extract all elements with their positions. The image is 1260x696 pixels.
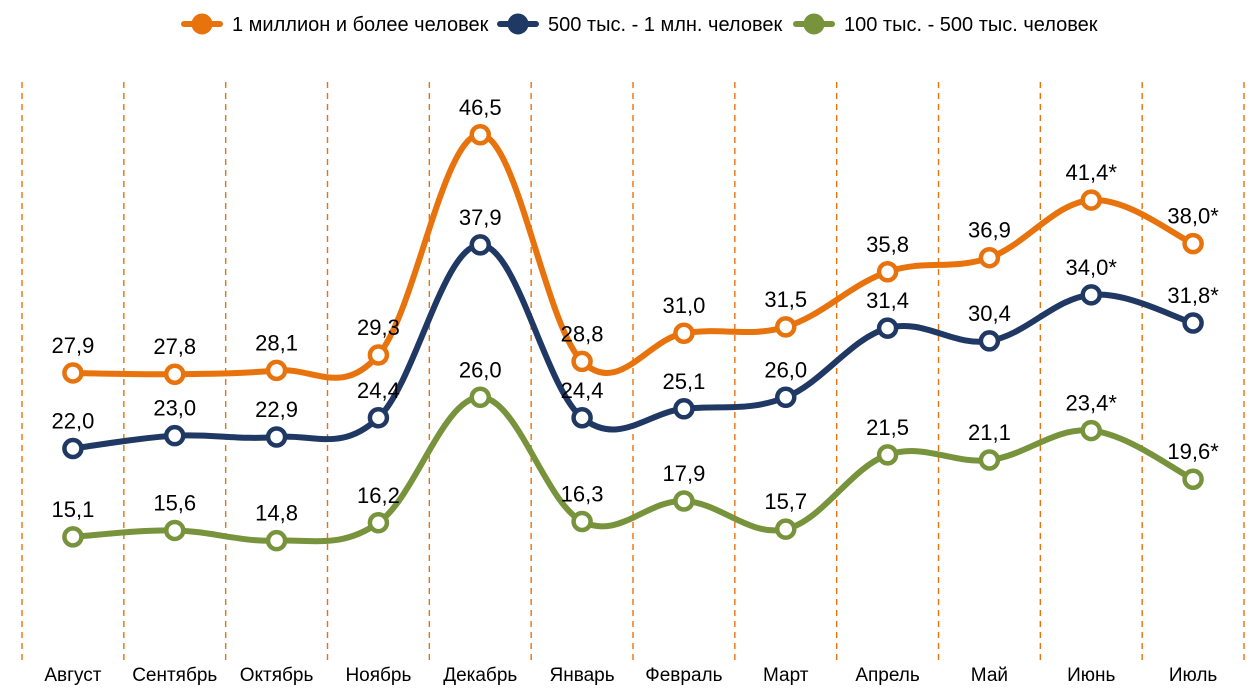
legend-marker-swatch [191, 13, 213, 35]
x-tick-label: Сентябрь [132, 665, 217, 686]
data-labels: 27,9 27,8 28,1 29,3 46,5 28,8 31,0 31,5 35,8 36,9… [52, 95, 1220, 526]
data-point-marker [673, 490, 695, 512]
data-point-marker [62, 526, 84, 548]
data-point-marker [673, 398, 695, 420]
data-label: 36,9 [968, 218, 1011, 243]
data-point-marker [469, 124, 491, 146]
data-label: 23,4* [1066, 391, 1118, 416]
legend-item: 500 тыс. - 1 млн. человек [497, 13, 782, 36]
x-tick-label: Ноябрь [345, 665, 411, 686]
data-point-marker [469, 234, 491, 256]
data-point-marker [775, 518, 797, 540]
data-point-marker [775, 316, 797, 338]
legend-item: 100 тыс. - 500 тыс. человек [793, 13, 1098, 36]
data-point-marker [978, 246, 1001, 269]
data-label: 38,0* [1167, 204, 1219, 229]
data-label: 27,9 [52, 333, 95, 358]
x-tick-label: Октябрь [240, 665, 314, 686]
data-label: 17,9 [663, 461, 706, 486]
data-label: 34,0* [1066, 255, 1118, 280]
data-label: 30,4 [968, 301, 1011, 326]
data-point-marker [164, 519, 186, 542]
data-point-marker [978, 449, 1001, 471]
data-point-marker [164, 424, 186, 447]
data-point-marker [1080, 419, 1102, 442]
data-point-marker [62, 362, 84, 384]
legend-item: 1 миллион и более человек [181, 13, 489, 36]
data-label: 31,8* [1167, 283, 1219, 308]
x-tick-label: Март [763, 665, 809, 686]
data-label: 24,4 [357, 378, 400, 403]
x-tick-label: Декабрь [443, 665, 517, 686]
data-label: 16,2 [357, 483, 400, 508]
data-label: 41,4* [1066, 160, 1118, 185]
data-label: 27,8 [153, 334, 196, 359]
data-label: 21,5 [866, 415, 909, 440]
legend-label: 100 тыс. - 500 тыс. человек [844, 14, 1098, 36]
data-point-marker [571, 510, 593, 533]
data-label: 31,5 [764, 287, 807, 312]
data-label: 28,8 [561, 321, 604, 346]
data-label: 15,1 [52, 497, 95, 522]
data-point-marker [673, 322, 695, 344]
data-point-marker [1182, 232, 1204, 255]
data-label: 21,1 [968, 420, 1011, 445]
data-point-marker [571, 407, 593, 429]
data-point-marker [62, 437, 84, 460]
x-tick-label: Январь [550, 665, 615, 686]
data-label: 26,0 [764, 357, 807, 382]
x-tick-label: Апрель [855, 665, 920, 686]
data-label: 35,8 [866, 232, 909, 257]
data-point-marker [1182, 312, 1204, 334]
data-label: 23,0 [153, 396, 196, 421]
data-point-marker [367, 344, 390, 366]
data-label: 28,1 [255, 330, 298, 355]
data-point-marker [367, 512, 390, 534]
data-point-marker [876, 317, 899, 339]
data-label: 29,3 [357, 315, 400, 340]
data-point-marker [571, 350, 593, 373]
x-tick-label: Июнь [1067, 665, 1115, 686]
data-point-marker [265, 426, 288, 448]
data-label: 19,6* [1167, 439, 1219, 464]
data-label: 46,5 [459, 95, 502, 120]
data-point-marker [1182, 468, 1204, 490]
legend: 1 миллион и более человек 500 тыс. - 1 мл… [181, 13, 1098, 36]
data-label: 22,0 [52, 408, 95, 433]
data-point-marker [876, 444, 899, 466]
x-tick-label: Май [971, 665, 1008, 686]
data-label: 22,9 [255, 397, 298, 422]
data-label: 14,8 [255, 501, 298, 526]
data-label: 26,0 [459, 357, 502, 382]
data-label: 16,3 [561, 481, 604, 506]
legend-marker-swatch [507, 13, 529, 35]
data-point-marker [469, 386, 491, 409]
data-label: 24,4 [561, 378, 604, 403]
x-axis-tick-labels: Август Сентябрь Октябрь Ноябрь Декабрь Январь… [44, 665, 1217, 686]
data-point-marker [1080, 284, 1102, 306]
data-point-marker [367, 407, 390, 429]
data-point-marker [1080, 189, 1102, 211]
data-label: 31,0 [663, 293, 706, 318]
data-point-marker [265, 359, 288, 382]
data-point-marker [164, 363, 186, 385]
data-label: 37,9 [459, 205, 502, 230]
legend-label: 500 тыс. - 1 млн. человек [548, 14, 782, 36]
data-label: 15,7 [764, 489, 807, 514]
legend-marker-swatch [803, 13, 825, 35]
data-point-marker [876, 261, 899, 283]
x-tick-label: Февраль [645, 665, 722, 686]
data-label: 25,1 [663, 369, 706, 394]
data-point-marker [978, 330, 1001, 352]
data-label: 15,6 [153, 490, 196, 515]
data-label: 31,4 [866, 288, 909, 313]
legend-label: 1 миллион и более человек [232, 14, 489, 36]
series-markers [62, 124, 1204, 552]
data-point-marker [775, 386, 797, 409]
x-tick-label: Август [44, 665, 101, 686]
x-tick-label: Июль [1169, 665, 1218, 686]
data-point-marker [265, 529, 288, 552]
